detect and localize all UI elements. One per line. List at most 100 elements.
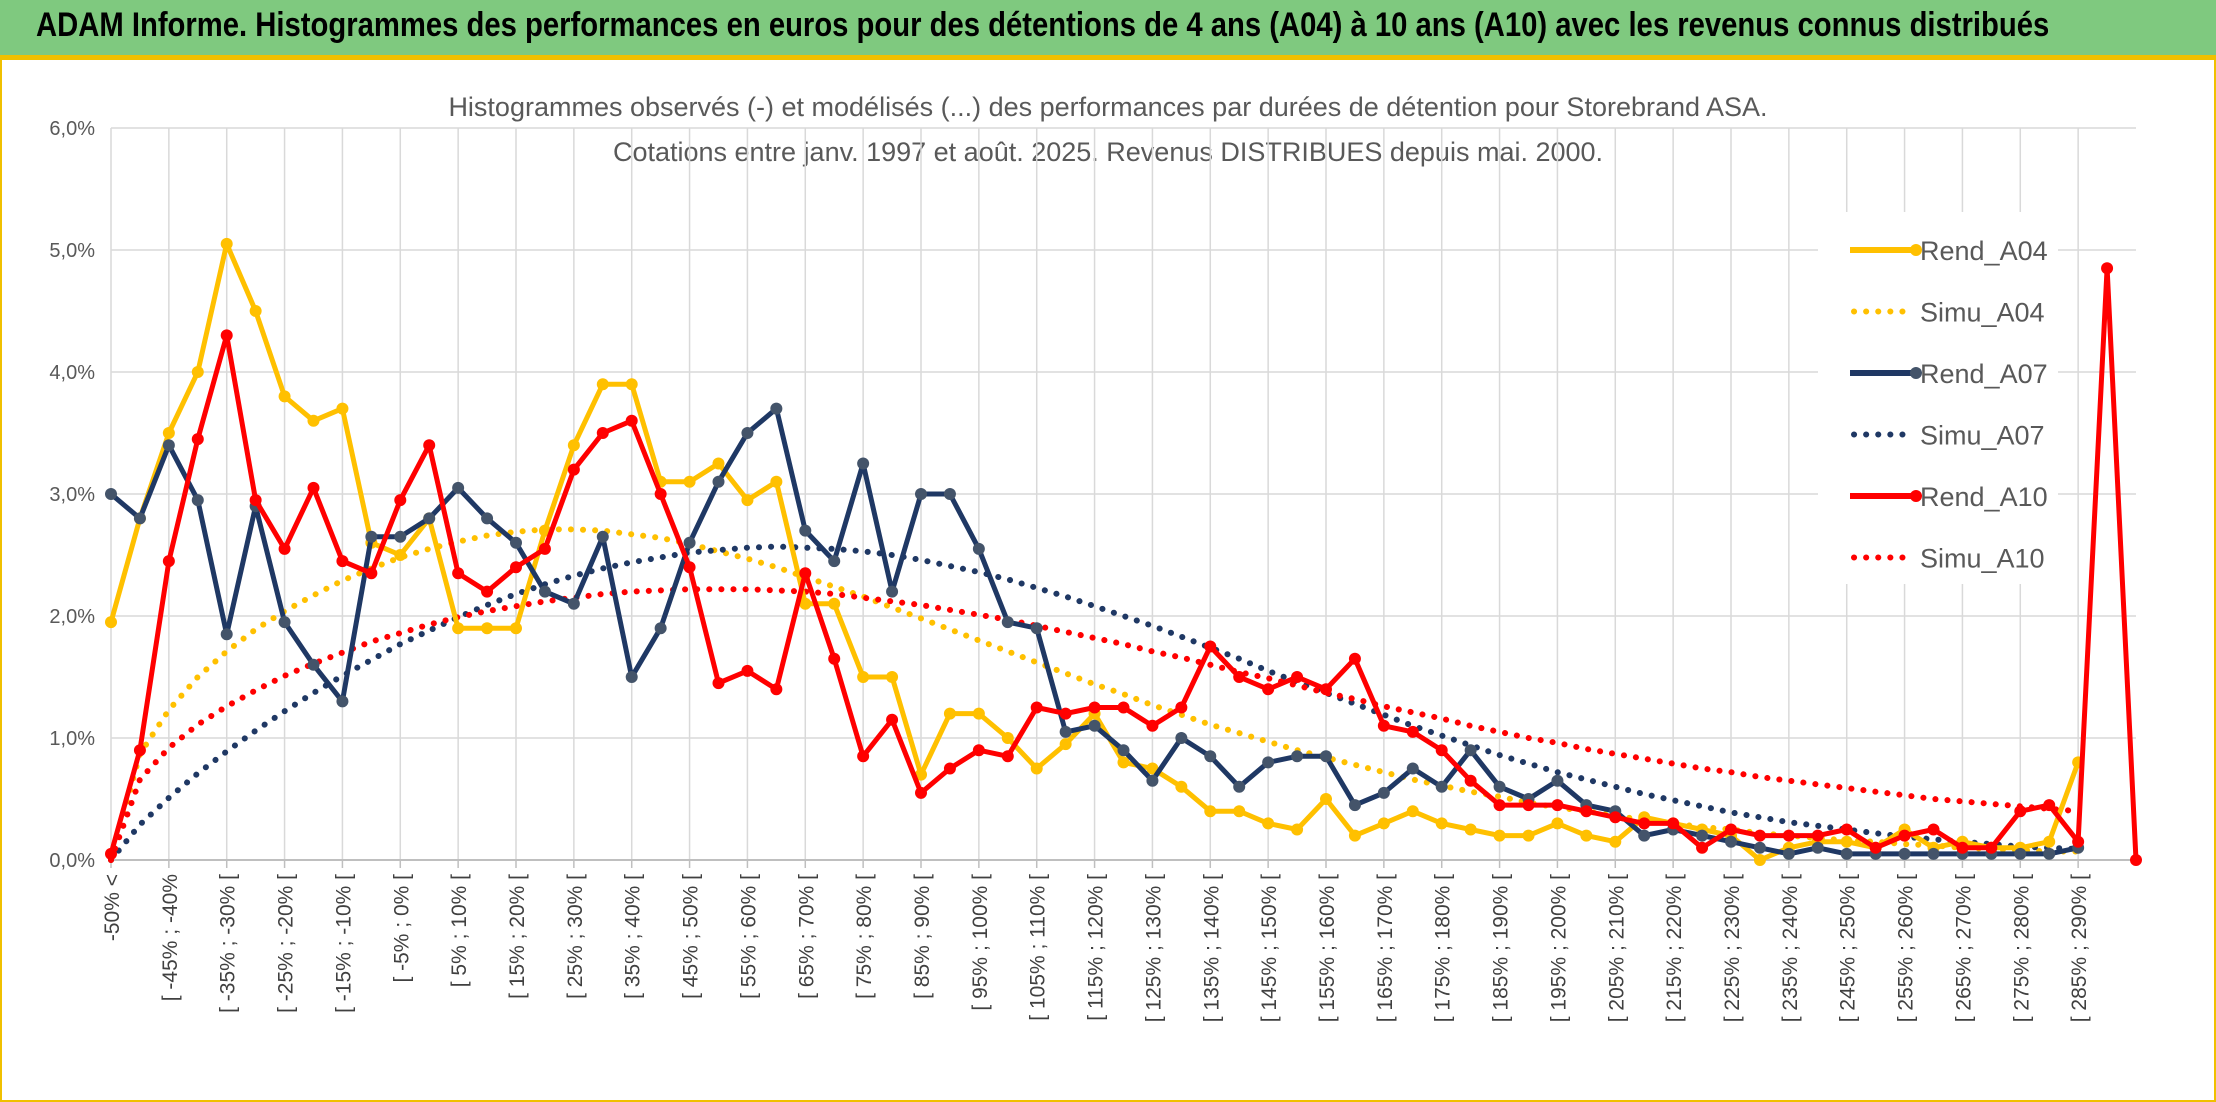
point-rend-a04: [1840, 835, 1853, 848]
point-rend-a04: [1059, 738, 1072, 751]
point-rend-a04: [857, 671, 870, 683]
point-rend-a10: [1088, 701, 1101, 714]
point-rend-a10: [1956, 841, 1969, 854]
y-tick-label: 2,0%: [49, 606, 95, 628]
point-rend-a04: [799, 597, 812, 610]
point-rend-a04: [452, 622, 465, 635]
point-rend-a10: [1696, 841, 1709, 854]
point-rend-a07: [1030, 622, 1043, 635]
legend-label-simu-a04: Simu_A04: [1920, 298, 2045, 328]
x-tick-label: [ 135% ; 140% [: [1200, 874, 1223, 1022]
point-rend-a07: [1377, 786, 1390, 799]
point-rend-a10: [394, 494, 407, 507]
point-rend-a07: [1753, 841, 1766, 854]
point-rend-a04: [596, 378, 609, 391]
point-rend-a04: [510, 622, 522, 635]
point-rend-a07: [1204, 750, 1217, 763]
point-rend-a10: [1204, 640, 1217, 653]
point-rend-a07: [1348, 799, 1361, 812]
point-rend-a07: [1927, 847, 1940, 860]
point-rend-a07: [2043, 847, 2056, 860]
point-rend-a07: [1696, 829, 1709, 842]
series-layer: [105, 237, 2142, 866]
point-rend-a07: [1233, 780, 1246, 793]
point-rend-a07: [1725, 835, 1737, 848]
point-rend-a04: [278, 390, 291, 403]
point-rend-a07: [1088, 719, 1101, 732]
point-rend-a04: [972, 707, 985, 720]
point-rend-a07: [1175, 732, 1188, 744]
point-rend-a10: [1869, 841, 1882, 854]
point-rend-a07: [510, 536, 522, 549]
header-banner: ADAM Informe. Histogrammes des performan…: [0, 0, 2216, 58]
point-rend-a04: [567, 439, 580, 452]
point-rend-a10: [1262, 683, 1275, 696]
chart-subtitle: Cotations entre janv. 1997 et août. 2025…: [613, 137, 1603, 167]
point-rend-a07: [596, 530, 609, 543]
x-tick-label: [ -35% ; -30% [: [217, 874, 240, 1013]
point-rend-a04: [307, 414, 320, 427]
point-rend-a10: [1320, 683, 1332, 696]
point-rend-a04: [1204, 805, 1217, 818]
point-rend-a04: [1435, 817, 1448, 830]
point-rend-a07: [1291, 750, 1304, 763]
x-tick-label: [ 235% ; 240% [: [1779, 874, 1802, 1022]
point-rend-a07: [654, 622, 667, 635]
x-tick-label: [ 215% ; 220% [: [1663, 874, 1686, 1022]
x-axis-ticks: -50% < [ -45% ; -40% [ -35% ; -30% [[ -25%…: [101, 874, 2091, 1022]
point-rend-a04: [625, 378, 638, 391]
point-rend-a04: [1262, 817, 1275, 830]
point-rend-a04: [1580, 829, 1593, 842]
point-rend-a04: [712, 457, 725, 470]
chart-frame: [0, 58, 2216, 1102]
x-tick-label: [ 255% ; 260% [: [1895, 874, 1918, 1022]
point-rend-a10: [886, 713, 899, 726]
x-tick-label: [ 155% ; 160% [: [1316, 874, 1339, 1022]
x-tick-label: [ 45% ; 50% [: [680, 874, 703, 999]
x-tick-label: [ 55% ; 60% [: [737, 874, 760, 999]
point-rend-a10: [770, 683, 783, 696]
x-tick-label: [ -5% ; 0% [: [390, 874, 413, 983]
point-rend-a04: [1753, 854, 1766, 866]
point-rend-a10: [1435, 744, 1448, 757]
point-rend-a04: [1291, 823, 1304, 836]
point-rend-a04: [191, 366, 204, 378]
point-rend-a10: [2043, 799, 2056, 812]
x-tick-label: [ 285% ; 290% [: [2068, 874, 2091, 1022]
y-axis-ticks: 0,0% 1,0% 2,0% 3,0% 4,0% 5,0% 6,0%: [49, 118, 95, 872]
point-rend-a10: [1175, 701, 1188, 714]
point-rend-a10: [191, 433, 204, 446]
point-rend-a07: [423, 512, 436, 525]
x-tick-label: [ 5% ; 10% [: [448, 874, 471, 987]
point-rend-a04: [1030, 762, 1043, 775]
point-rend-a10: [1927, 823, 1940, 836]
y-tick-label: 1,0%: [49, 728, 95, 750]
legend-label-rend-a04: Rend_A04: [1920, 236, 2048, 266]
point-rend-a10: [336, 555, 349, 568]
point-rend-a04: [1348, 829, 1361, 842]
x-tick-label: [ 175% ; 180% [: [1432, 874, 1455, 1022]
point-rend-a10: [1493, 799, 1506, 812]
x-tick-label: [ 25% ; 30% [: [564, 874, 587, 999]
point-rend-a04: [1233, 805, 1246, 818]
point-rend-a10: [423, 439, 436, 452]
point-rend-a10: [510, 561, 522, 574]
point-rend-a04: [770, 475, 783, 488]
point-rend-a07: [394, 530, 407, 543]
point-rend-a10: [567, 463, 580, 476]
point-rend-a10: [1753, 829, 1766, 842]
point-rend-a07: [336, 695, 349, 708]
point-rend-a07: [1464, 744, 1477, 757]
x-tick-label: [ -15% ; -10% [: [332, 874, 355, 1013]
point-rend-a07: [1493, 780, 1506, 793]
x-tick-label: [ 225% ; 230% [: [1721, 874, 1744, 1022]
point-rend-a07: [1059, 725, 1072, 738]
y-tick-label: 4,0%: [49, 362, 95, 384]
y-tick-label: 3,0%: [49, 484, 95, 506]
point-rend-a07: [1840, 847, 1853, 860]
point-rend-a10: [943, 762, 956, 775]
y-tick-label: 5,0%: [49, 240, 95, 262]
point-rend-a10: [1667, 817, 1680, 830]
point-rend-a10: [712, 677, 725, 690]
point-rend-a04: [249, 305, 262, 317]
